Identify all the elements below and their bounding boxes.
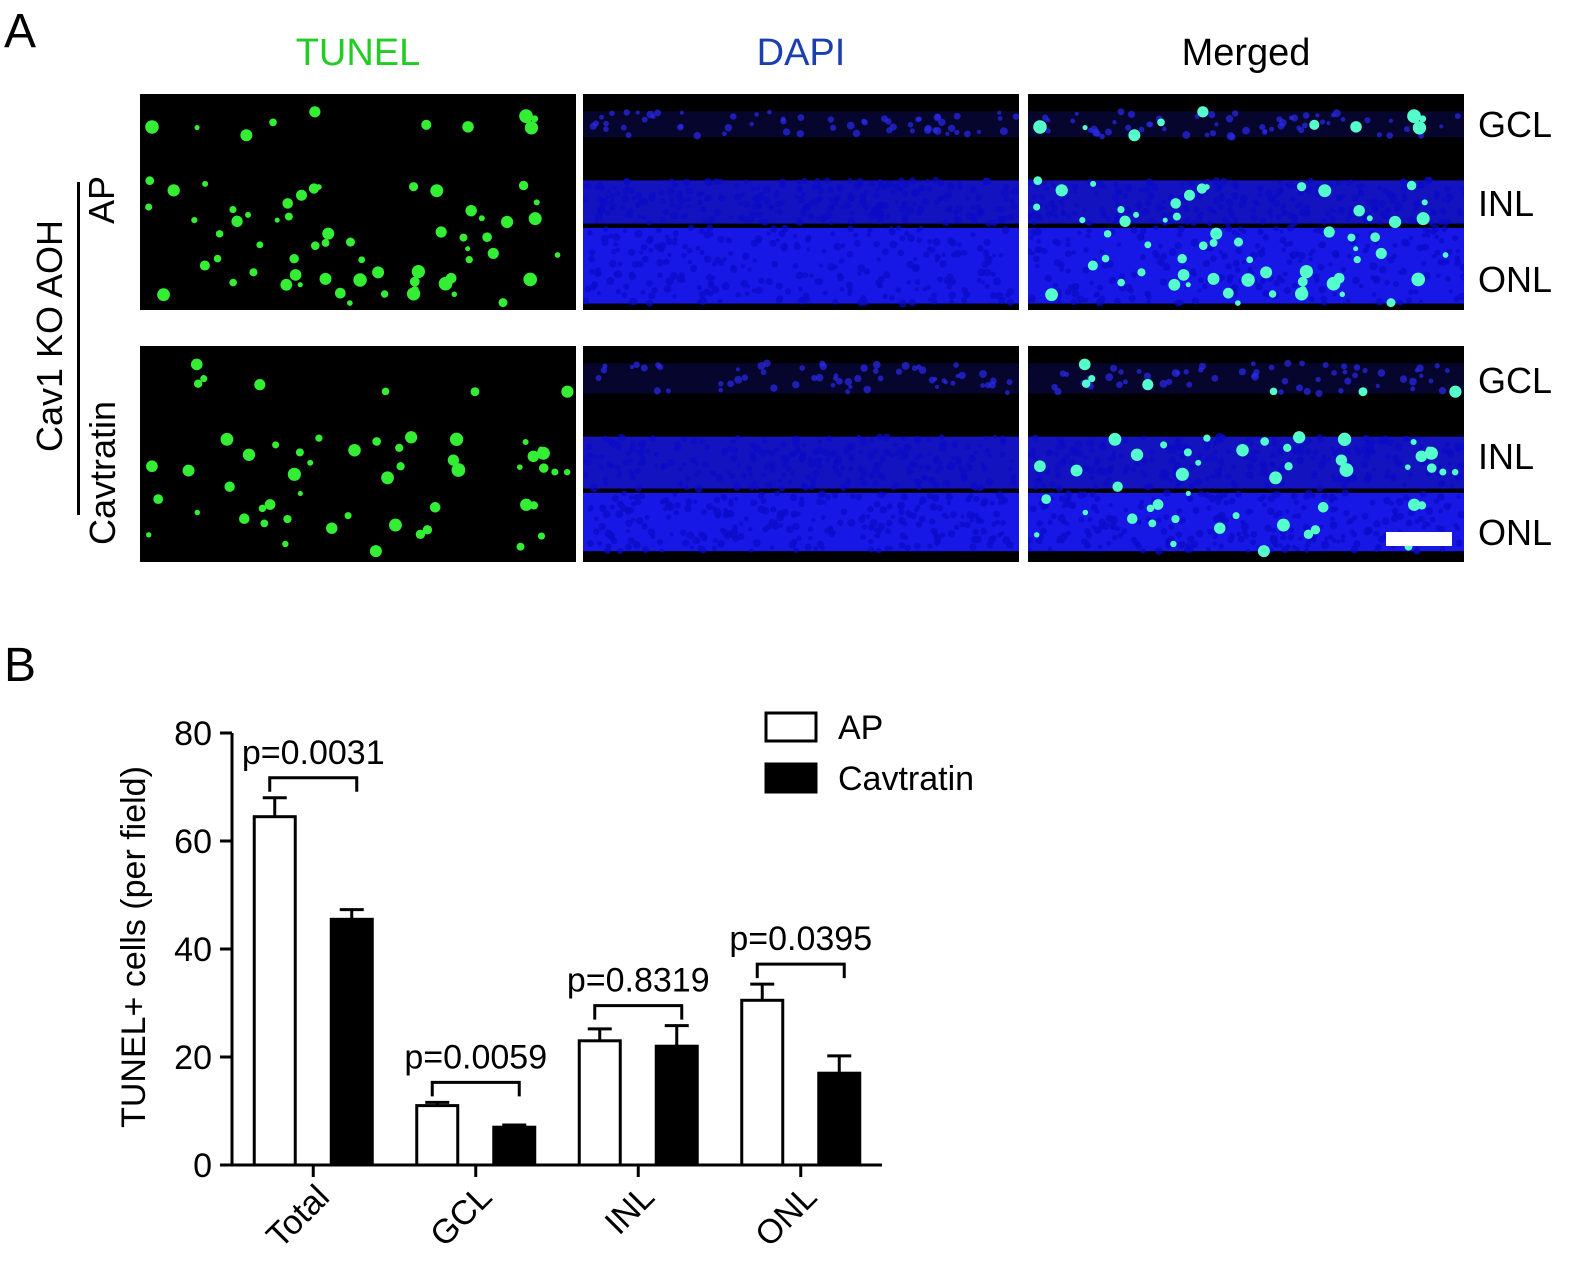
y-tick-label: 60	[174, 823, 212, 861]
significance-bracket	[593, 1004, 684, 1020]
bar-gcl-ap	[415, 1104, 460, 1167]
bar-onl-ap	[740, 998, 785, 1167]
panel-a-label: A	[4, 5, 37, 58]
micrograph-merged-ap	[1028, 94, 1464, 310]
layer-label-gcl-ap: GCL	[1478, 104, 1553, 145]
y-axis-label: TUNEL+ cells (per field)	[115, 766, 153, 1128]
scale-bar	[1386, 532, 1452, 546]
x-tick-label: GCL	[423, 1178, 499, 1254]
bar-inl-cavtratin	[654, 1044, 699, 1167]
micrograph-tunel-ap	[140, 94, 576, 310]
y-tick-label: 0	[193, 1147, 212, 1185]
micrograph-dapi-ap	[583, 94, 1019, 310]
y-tick-label: 80	[174, 715, 212, 753]
legend-label-ap: AP	[838, 709, 883, 747]
micrograph-merged-cavtratin	[1028, 346, 1464, 562]
p-value-label: p=0.0395	[729, 920, 872, 958]
layer-label-onl-ap: ONL	[1478, 259, 1553, 300]
bar-total-cavtratin	[329, 917, 374, 1167]
bar-gcl-cavtratin	[492, 1125, 537, 1167]
layer-label-onl-cavtratin: ONL	[1478, 512, 1553, 553]
p-value-label: p=0.8319	[567, 962, 710, 1000]
legend-swatch-ap	[764, 711, 818, 743]
panel-b-label: B	[4, 639, 37, 692]
x-tick-label: INL	[598, 1178, 662, 1242]
row-label-cavtratin: Cavtratin	[82, 400, 123, 546]
micrograph-dapi-cavtratin	[583, 346, 1019, 562]
column-header-merged: Merged	[1181, 32, 1311, 74]
y-tick-label: 40	[174, 931, 212, 969]
layer-label-inl-ap: INL	[1478, 183, 1535, 224]
column-header-dapi: DAPI	[756, 32, 846, 74]
legend-label-cavtratin: Cavtratin	[838, 760, 974, 798]
significance-bracket	[430, 1080, 521, 1097]
y-tick-label: 20	[174, 1039, 212, 1077]
bar-onl-cavtratin	[817, 1071, 862, 1167]
x-tick-label: Total	[259, 1178, 337, 1256]
significance-bracket	[755, 962, 846, 979]
layer-label-gcl-cavtratin: GCL	[1478, 360, 1553, 401]
p-value-label: p=0.0059	[404, 1038, 547, 1076]
column-header-tunel: TUNEL	[295, 32, 421, 74]
layer-label-inl-cavtratin: INL	[1478, 436, 1535, 477]
bar-chart: 0 20 40 60 80 TUNEL+ cells (per field) Total GC…	[115, 709, 974, 1256]
p-value-label: p=0.0031	[242, 734, 385, 772]
micrograph-tunel-cavtratin	[140, 346, 576, 562]
bar-inl-ap	[577, 1039, 622, 1167]
group-divider-line	[77, 182, 80, 515]
bar-total-ap	[252, 815, 297, 1167]
significance-bracket	[268, 776, 359, 792]
row-label-ap: AP	[81, 175, 122, 225]
group-label: Cav1 KO AOH	[29, 219, 70, 453]
legend-swatch-cavtratin	[764, 762, 818, 794]
x-tick-label: ONL	[748, 1178, 824, 1254]
